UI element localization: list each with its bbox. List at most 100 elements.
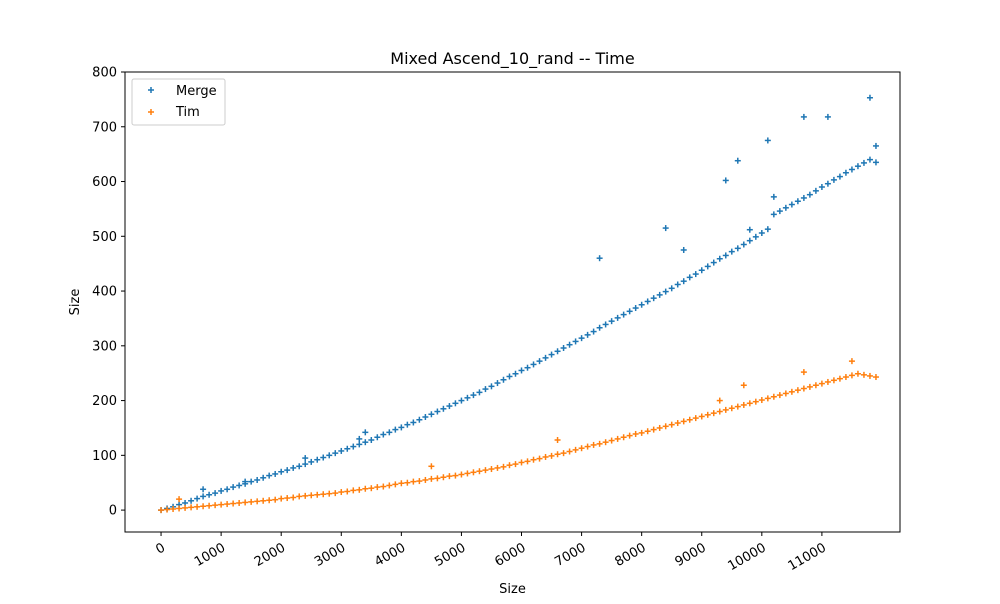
y-tick-label: 400: [92, 285, 117, 300]
data-point: [332, 450, 339, 457]
data-point: [452, 472, 459, 479]
data-point: [710, 259, 717, 266]
data-point: [518, 459, 525, 466]
data-point: [224, 501, 231, 508]
x-axis-label: Size: [499, 582, 526, 597]
data-point: [458, 471, 465, 478]
data-point: [602, 439, 609, 446]
data-point: [764, 226, 771, 233]
data-point: [722, 252, 729, 259]
data-point: [404, 479, 411, 486]
data-point: [188, 504, 195, 511]
data-point: [326, 452, 333, 459]
data-point: [206, 502, 213, 509]
data-point: [248, 498, 255, 505]
y-tick-label: 800: [92, 66, 117, 81]
y-tick-label: 0: [109, 504, 117, 519]
data-point: [362, 439, 369, 446]
data-point: [386, 482, 393, 489]
data-point: [224, 486, 231, 493]
data-point: [308, 458, 315, 465]
y-tick-label: 100: [92, 449, 117, 464]
data-point: [428, 411, 435, 418]
data-point: [584, 331, 591, 338]
data-point: [566, 341, 573, 348]
data-point: [554, 451, 561, 458]
data-point: [302, 461, 309, 468]
data-point: [860, 371, 867, 378]
data-point: [410, 419, 417, 426]
data-point: [674, 281, 681, 288]
data-point: [704, 411, 711, 418]
data-point: [506, 373, 513, 380]
data-point: [242, 478, 249, 485]
legend-box: [131, 78, 226, 126]
data-point: [644, 428, 651, 435]
data-point: [266, 497, 273, 504]
data-point: [686, 416, 693, 423]
data-point: [212, 490, 219, 497]
data-point: [440, 405, 447, 412]
data-point: [716, 397, 723, 404]
data-point: [464, 470, 471, 477]
data-point: [434, 475, 441, 482]
data-point: [176, 496, 183, 503]
data-point: [854, 163, 861, 170]
data-point: [380, 483, 387, 490]
data-point: [680, 418, 687, 425]
data-point: [842, 169, 849, 176]
data-point: [320, 491, 327, 498]
data-point: [182, 504, 189, 511]
data-point: [290, 494, 297, 501]
data-point: [446, 473, 453, 480]
data-point: [452, 400, 459, 407]
data-point: [560, 345, 567, 351]
data-point: [212, 502, 219, 509]
data-point: [350, 487, 357, 494]
data-point: [830, 377, 837, 384]
data-point: [626, 308, 633, 315]
data-point: [398, 480, 405, 487]
data-point: [206, 491, 213, 498]
data-point: [416, 416, 423, 423]
y-tick-label: 500: [92, 230, 117, 245]
data-point: [506, 462, 513, 469]
data-point: [272, 496, 279, 503]
data-point: [824, 113, 831, 120]
data-point: [734, 403, 741, 410]
data-point: [524, 458, 531, 465]
data-point: [728, 248, 735, 255]
data-point: [794, 387, 801, 394]
data-point: [194, 503, 201, 510]
data-point: [470, 392, 477, 399]
data-point: [356, 435, 363, 442]
data-point: [470, 469, 477, 476]
y-tick-label: 300: [92, 339, 117, 354]
data-point: [296, 493, 303, 500]
data-point: [818, 380, 825, 387]
data-point: [770, 193, 777, 200]
data-point: [440, 474, 447, 481]
data-point: [296, 463, 303, 470]
data-point: [314, 456, 321, 463]
data-point: [176, 505, 183, 512]
data-point: [746, 237, 753, 244]
data-point: [824, 378, 831, 385]
data-point: [866, 372, 873, 379]
data-point: [608, 437, 615, 444]
data-point: [596, 324, 603, 331]
data-point: [248, 478, 255, 485]
data-point: [350, 443, 357, 450]
legend-marker-tim: [148, 109, 154, 115]
data-point: [548, 452, 555, 459]
data-point: [770, 393, 777, 400]
data-point: [404, 421, 411, 428]
data-point: [338, 447, 345, 454]
data-point: [872, 142, 879, 149]
data-point: [626, 432, 633, 439]
data-point: [344, 488, 351, 495]
data-point: [746, 400, 753, 407]
data-point: [662, 225, 669, 232]
data-point: [392, 481, 399, 488]
data-point: [200, 486, 207, 493]
